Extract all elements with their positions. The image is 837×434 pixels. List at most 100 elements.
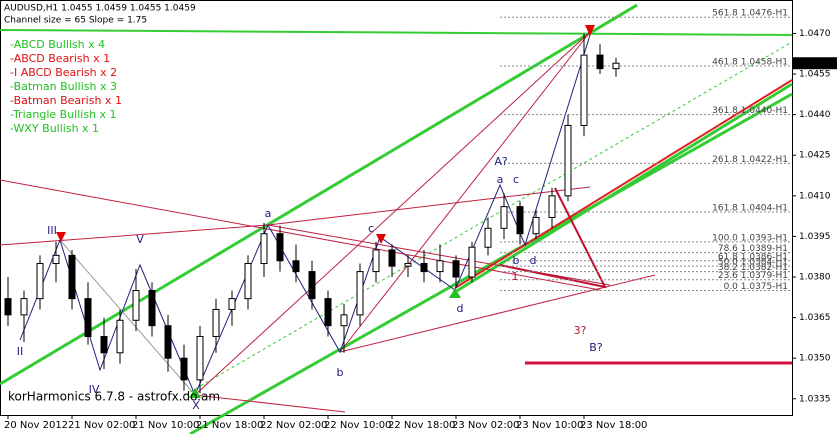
y-tick-label: 1.0455 [799, 70, 831, 80]
candle-body [196, 336, 204, 381]
arrow-up [449, 288, 461, 298]
subtitle: Channel size = 65 Slope = 1.75 [4, 16, 147, 26]
candle-body [404, 262, 412, 267]
pattern-label: b [513, 254, 520, 267]
pattern-label: III [47, 224, 57, 237]
pattern-label: a [497, 173, 504, 186]
arrow-up [189, 388, 201, 398]
pattern-line [194, 31, 591, 396]
fib-label: 561.8 1.0476-H1 [712, 9, 788, 19]
fib-label: 50.0 1.0384-H1 [718, 258, 788, 268]
fib-label: 261.8 1.0422-H1 [712, 155, 788, 165]
pattern-label: d [457, 302, 464, 315]
arrow-down [585, 25, 595, 36]
x-tick-label: 23 Nov 18:00 [580, 420, 647, 431]
fib-label: 361.8 1.0440-H1 [712, 106, 788, 116]
candle-body [468, 246, 476, 278]
pattern-label: A? [494, 155, 508, 168]
candle-body [132, 290, 140, 321]
fib-label: 61.8 1.0386-H1 [718, 252, 788, 262]
pattern-label: IV [89, 383, 100, 396]
candle-body [580, 54, 588, 126]
x-tick-label: 21 Nov 18:00 [196, 420, 263, 431]
x-tick-label: 22 Nov 10:00 [324, 420, 391, 431]
x-tick-label: 22 Nov 18:00 [388, 420, 455, 431]
x-tick-label: 20 Nov 2012 [4, 420, 68, 431]
candle-body [260, 233, 268, 264]
pattern-label: B? [589, 341, 603, 354]
fib-label: 461.8 1.0458-H1 [712, 57, 788, 67]
candle-body [516, 206, 524, 235]
candle-body [36, 262, 44, 300]
x-tick-label: 23 Nov 02:00 [452, 420, 519, 431]
pattern-label: V [136, 233, 144, 246]
candle-body [612, 62, 620, 70]
candle-body [484, 227, 492, 248]
x-tick-label: 21 Nov 10:00 [132, 420, 199, 431]
candle-body [388, 249, 396, 267]
fib-label: 23.6 1.0379-H1 [718, 271, 788, 281]
pattern-entry: -Batman Bearish x 1 [10, 94, 122, 107]
pattern-label: 3? [574, 324, 587, 337]
pattern-label: c [368, 222, 374, 235]
candle-body [372, 249, 380, 273]
y-tick-label: 1.0380 [799, 273, 831, 283]
candle-body [100, 336, 108, 354]
fib-label: 38.2 1.0382-H1 [718, 263, 788, 273]
arrow-down [376, 234, 386, 244]
pattern-line [267, 186, 591, 226]
pattern-label: X [192, 399, 200, 412]
x-tick-label: 22 Nov 02:00 [260, 420, 327, 431]
candle-body [116, 319, 124, 354]
price-label: 1.0459 [799, 59, 831, 69]
y-tick-label: 1.0410 [799, 191, 831, 201]
pattern-label: b [337, 366, 344, 379]
pattern-entry: -Batman Bullish x 3 [10, 80, 117, 93]
price-box [793, 57, 837, 70]
candle-body [452, 260, 460, 278]
candle-body [596, 54, 604, 70]
candle-body [548, 195, 556, 218]
candle-body [244, 262, 252, 300]
pattern-entry: -ABCD Bullish x 4 [10, 38, 105, 51]
chart-title: AUDUSD,H1 1.0455 1.0459 1.0455 1.0459 [4, 4, 196, 14]
pattern-line [267, 224, 611, 286]
pattern-entry: -WXY Bullish x 1 [10, 122, 99, 135]
candle-body [228, 298, 236, 310]
candle-body [436, 260, 444, 273]
candle-body [148, 290, 156, 327]
fib-label: 0.0 1.0375-H1 [724, 282, 788, 292]
candle-body [68, 254, 76, 300]
fib-label: 100.0 1.0393-H1 [712, 233, 788, 243]
channel-line [454, 82, 793, 294]
pattern-line [59, 239, 196, 396]
candle-body [20, 298, 28, 316]
y-tick-label: 1.0425 [799, 151, 831, 161]
pattern-label: d [530, 254, 537, 267]
pattern-line [0, 224, 269, 246]
y-tick-label: 1.0440 [799, 110, 831, 120]
pattern-label: II [17, 345, 24, 358]
pattern-line [339, 31, 591, 353]
y-tick-label: 1.0470 [799, 29, 831, 39]
pattern-label: a [265, 207, 272, 220]
pattern-entry: -I ABCD Bearish x 2 [10, 66, 117, 79]
y-tick-label: 1.0335 [799, 394, 831, 404]
pattern-label: c [513, 173, 519, 186]
candle-body [292, 260, 300, 273]
candle-body [164, 325, 172, 359]
pattern-entry: -Triangle Bullish x 1 [10, 108, 117, 121]
y-tick-label: 1.0395 [799, 232, 831, 242]
y-tick-label: 1.0365 [799, 313, 831, 323]
candle-body [324, 298, 332, 327]
channel-line [454, 79, 793, 289]
arrow-down [56, 232, 66, 242]
candle-body [340, 314, 348, 327]
x-tick-label: 23 Nov 10:00 [516, 420, 583, 431]
h-line [0, 29, 793, 36]
plot-frame [0, 0, 793, 416]
candle-body [500, 206, 508, 229]
y-tick-label: 1.0350 [799, 354, 831, 364]
channel-line [0, 3, 638, 386]
